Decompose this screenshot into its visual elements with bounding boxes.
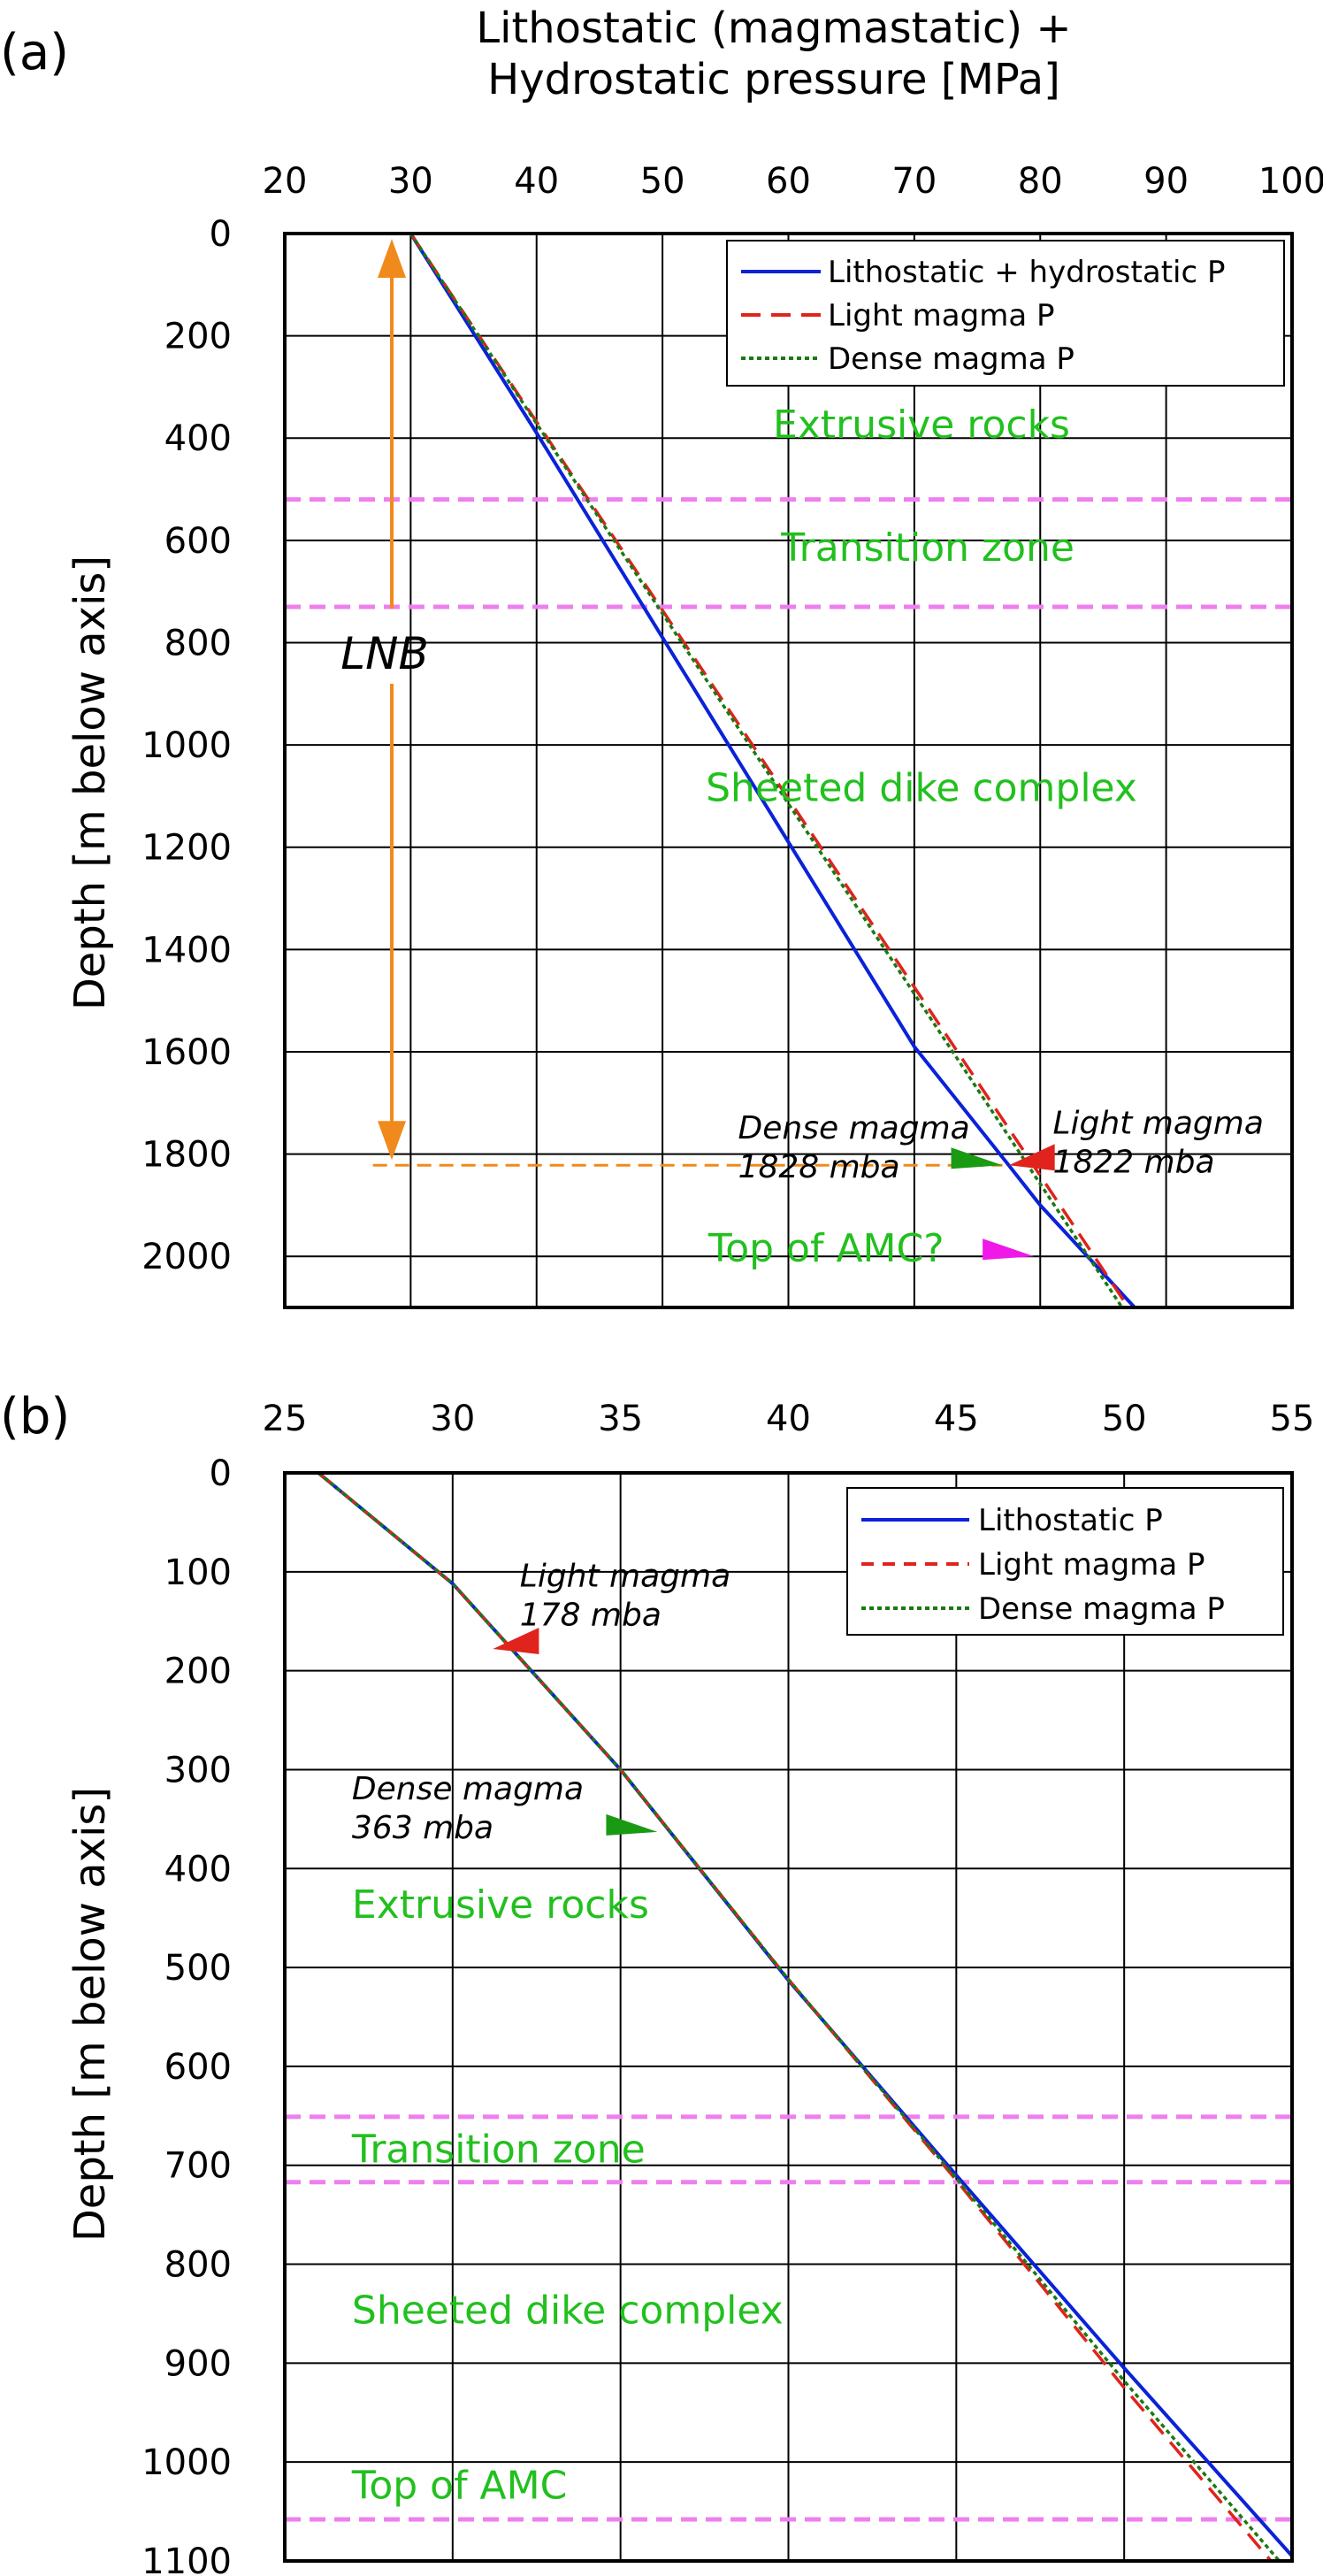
series-line-2	[317, 1473, 1281, 2561]
panel-b-series	[317, 1473, 1292, 2561]
panel-a-plot-frame	[283, 232, 1294, 1309]
panel-b-y-axis-title: Depth [m below axis]	[65, 1787, 115, 2242]
y-tick-label: 100	[164, 1552, 232, 1593]
y-tick-label: 800	[164, 623, 232, 663]
y-tick-label: 1600	[141, 1032, 232, 1073]
y-tick-label: 1000	[141, 2442, 232, 2483]
annotation-text: 1828 mba	[738, 1149, 900, 1185]
x-tick-label: 100	[1258, 161, 1323, 202]
zone-label: Sheeted dike complex	[352, 2288, 784, 2334]
x-tick-label: 55	[1270, 1399, 1315, 1439]
annotation-text: Dense magma	[738, 1110, 970, 1146]
y-tick-label: 700	[164, 2146, 232, 2187]
y-tick-label: 2000	[141, 1237, 232, 1277]
zone-label: Top of AMC?	[707, 1226, 944, 1271]
marker-triangle	[983, 1238, 1035, 1261]
y-tick-label: 1400	[141, 930, 232, 970]
panel-a-x-axis-title: Lithostatic (magmastatic) + Hydrostatic p…	[476, 4, 1071, 104]
marker-triangle	[606, 1813, 658, 1836]
marker-triangle	[1008, 1144, 1055, 1171]
x-tick-label: 45	[934, 1399, 979, 1439]
y-tick-label: 600	[164, 2047, 232, 2088]
panel-b-label: (b)	[0, 1388, 70, 1445]
x-tick-label: 35	[598, 1399, 643, 1439]
panel-b-y-tick-labels: 0 100 200 300 400 500 600 700 800 900 1000 1100	[141, 1453, 232, 2576]
y-tick-label: 900	[164, 2343, 232, 2384]
annotation-text: Light magma	[520, 1559, 730, 1595]
zone-label: Extrusive rocks	[352, 1882, 649, 1928]
y-tick-label: 200	[164, 1652, 232, 1692]
y-tick-label: 400	[164, 1849, 232, 1890]
x-tick-label: 25	[263, 1399, 308, 1439]
panel-b-legend-label-2: Dense magma P	[978, 1591, 1225, 1627]
y-tick-label: 1000	[141, 725, 232, 766]
x-tick-label: 30	[388, 161, 433, 202]
panel-a-label: (a)	[0, 24, 69, 81]
marker-triangle	[951, 1147, 1003, 1169]
zone-label: Transition zone	[780, 525, 1074, 571]
panel-a-legend-label-0: Lithostatic + hydrostatic P	[828, 255, 1225, 290]
panel-a-series	[409, 234, 1136, 1307]
lnb-label: LNB	[340, 628, 429, 679]
panel-b-legend-box	[846, 1487, 1284, 1636]
panel-b: (b) 25 30 35 40 45 50 55 0 100 200 300 400 500 600 70…	[0, 1388, 1314, 2576]
y-tick-label: 600	[164, 521, 232, 562]
annotation-text: 363 mba	[352, 1810, 493, 1846]
panel-a-x-tick-labels: 20 30 40 50 60 70 80 90 100	[263, 161, 1323, 202]
y-tick-label: 1100	[141, 2542, 232, 2576]
panel-a-zone-labels: Extrusive rocks Transition zone Sheeted di…	[706, 402, 1137, 1271]
panel-b-zone-boundaries	[285, 2114, 1292, 2522]
x-tick-label: 50	[1102, 1399, 1147, 1439]
panel-a-y-axis-title: Depth [m below axis]	[65, 556, 115, 1010]
x-tick-label: 70	[891, 161, 937, 202]
panel-b-x-tick-labels: 25 30 35 40 45 50 55	[263, 1399, 1315, 1439]
panel-a-markers	[951, 1144, 1055, 1261]
lnb-arrowhead-bottom	[378, 1121, 407, 1161]
x-tick-label: 60	[766, 161, 811, 202]
panel-b-plot-frame	[283, 1471, 1294, 2563]
y-tick-label: 300	[164, 1750, 232, 1790]
x-tick-label: 40	[514, 161, 559, 202]
y-tick-label: 800	[164, 2245, 232, 2286]
panel-a-legend-label-1: Light magma P	[828, 298, 1054, 334]
x-tick-label: 50	[640, 161, 685, 202]
x-tick-label: 90	[1143, 161, 1189, 202]
series-line-0	[409, 234, 1136, 1307]
panel-a-y-tick-labels: 0 200 400 600 800 1000 1200 1400 1600 1800 2000	[141, 214, 232, 1277]
y-tick-label: 0	[210, 214, 232, 255]
panel-a-legend-label-2: Dense magma P	[828, 341, 1074, 377]
panel-b-legend-label-0: Lithostatic P	[978, 1503, 1163, 1538]
x-tick-label: 30	[430, 1399, 475, 1439]
y-tick-label: 1800	[141, 1135, 232, 1176]
panel-b-legend: Lithostatic P Light magma P Dense magma …	[846, 1487, 1284, 1636]
lnb-arrowhead-top	[378, 239, 407, 278]
panel-a: (a) Lithostatic (magmastatic) + Hydrostat…	[0, 4, 1323, 1309]
y-tick-label: 500	[164, 1948, 232, 1989]
panel-b-zone-labels: Extrusive rocks Transition zone Sheeted di…	[351, 1882, 784, 2508]
annotation-text: 1822 mba	[1052, 1144, 1214, 1180]
annotation-text: Light magma	[1052, 1105, 1263, 1141]
annotation-text: 178 mba	[520, 1598, 662, 1634]
y-tick-label: 0	[210, 1453, 232, 1494]
zone-label: Sheeted dike complex	[706, 766, 1137, 811]
panel-b-markers	[493, 1628, 658, 1836]
marker-triangle	[493, 1628, 539, 1655]
y-tick-label: 1200	[141, 828, 232, 869]
zone-label: Transition zone	[351, 2127, 646, 2172]
zone-label: Top of AMC	[351, 2464, 567, 2509]
panel-a-zone-boundaries	[285, 497, 1292, 610]
y-tick-label: 400	[164, 418, 232, 459]
panel-a-lnb-arrow: LNB	[340, 239, 1003, 1167]
x-tick-label: 40	[766, 1399, 811, 1439]
x-tick-label: 20	[263, 161, 308, 202]
annotation-text: Dense magma	[352, 1771, 584, 1807]
panel-a-legend: Lithostatic + hydrostatic P Light magma …	[726, 240, 1285, 387]
x-tick-label: 80	[1018, 161, 1063, 202]
panel-b-legend-label-1: Light magma P	[978, 1547, 1204, 1583]
zone-label: Extrusive rocks	[773, 402, 1070, 448]
y-tick-label: 200	[164, 317, 232, 357]
